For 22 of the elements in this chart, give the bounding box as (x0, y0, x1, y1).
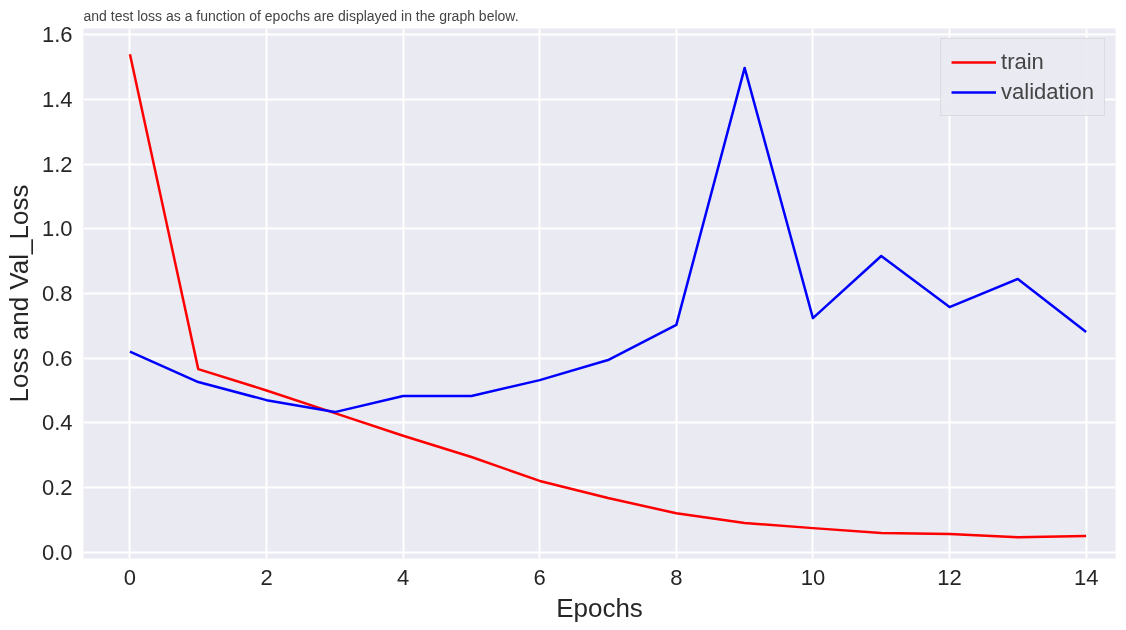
y-tick-label: 0.2 (41, 474, 73, 500)
legend-label: validation (1001, 79, 1094, 105)
x-tick-label: 4 (397, 564, 410, 590)
legend-label: train (1001, 49, 1044, 75)
y-tick-label: 1.4 (41, 87, 73, 113)
y-tick-label: 0.8 (41, 281, 73, 306)
x-axis-title: Epochs (556, 592, 643, 623)
y-tick-label: 1.0 (41, 216, 73, 242)
x-tick-label: 6 (533, 564, 546, 590)
x-tick-label: 2 (260, 564, 273, 590)
y-tick-label: 1.2 (41, 151, 73, 177)
text: and test loss as a function of epochs are displayed in the graph below. (83, 7, 519, 24)
y-axis-title: Loss and Val_Loss (3, 184, 34, 403)
y-tick-label: 1.6 (41, 22, 73, 48)
x-tick-label: 10 (800, 564, 826, 590)
x-tick-label: 8 (670, 564, 683, 590)
y-tick-label: 0.4 (41, 410, 73, 436)
y-tick-label: 0.0 (41, 539, 73, 565)
y-tick-label: 0.6 (41, 345, 73, 371)
x-tick-label: 12 (937, 564, 962, 590)
x-tick-label: 0 (123, 564, 137, 590)
x-tick-label: 14 (1073, 564, 1099, 590)
